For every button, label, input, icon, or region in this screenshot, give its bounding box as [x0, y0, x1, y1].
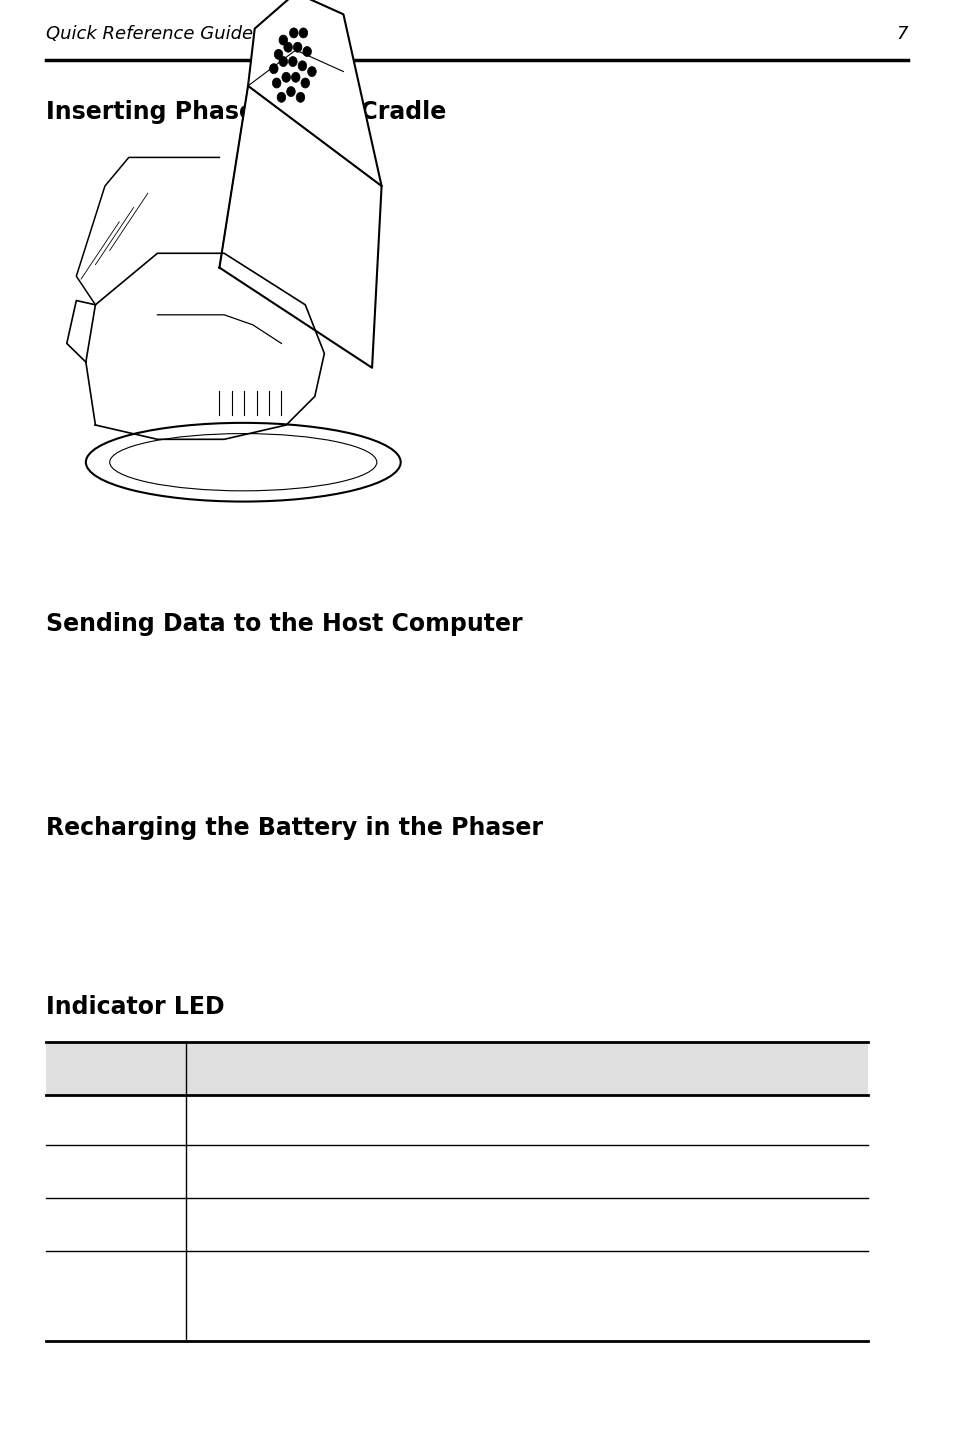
Ellipse shape	[298, 29, 307, 39]
Text: Indicator LED: Indicator LED	[46, 995, 224, 1019]
Polygon shape	[248, 0, 381, 186]
Ellipse shape	[289, 29, 297, 39]
Ellipse shape	[278, 57, 288, 66]
Ellipse shape	[274, 50, 282, 60]
Text: Quick Reference Guide: Quick Reference Guide	[46, 24, 253, 43]
Ellipse shape	[303, 47, 311, 57]
Text: Sending Data to the Host Computer: Sending Data to the Host Computer	[46, 612, 522, 637]
Ellipse shape	[295, 93, 305, 103]
Ellipse shape	[286, 86, 295, 96]
Ellipse shape	[270, 64, 278, 74]
Ellipse shape	[288, 57, 297, 66]
Ellipse shape	[301, 79, 309, 89]
Ellipse shape	[281, 73, 290, 83]
Ellipse shape	[273, 79, 281, 89]
Text: Recharging the Battery in the Phaser: Recharging the Battery in the Phaser	[46, 816, 542, 840]
Bar	[46, 1042, 867, 1095]
Ellipse shape	[276, 93, 286, 103]
Ellipse shape	[278, 36, 288, 46]
Text: Inserting Phaser in the Cradle: Inserting Phaser in the Cradle	[46, 100, 446, 124]
Ellipse shape	[297, 62, 306, 70]
Ellipse shape	[291, 73, 299, 83]
Text: 7: 7	[896, 24, 907, 43]
Ellipse shape	[294, 43, 301, 52]
Ellipse shape	[307, 67, 316, 77]
Polygon shape	[86, 253, 324, 439]
Polygon shape	[219, 86, 381, 368]
Ellipse shape	[283, 43, 292, 52]
